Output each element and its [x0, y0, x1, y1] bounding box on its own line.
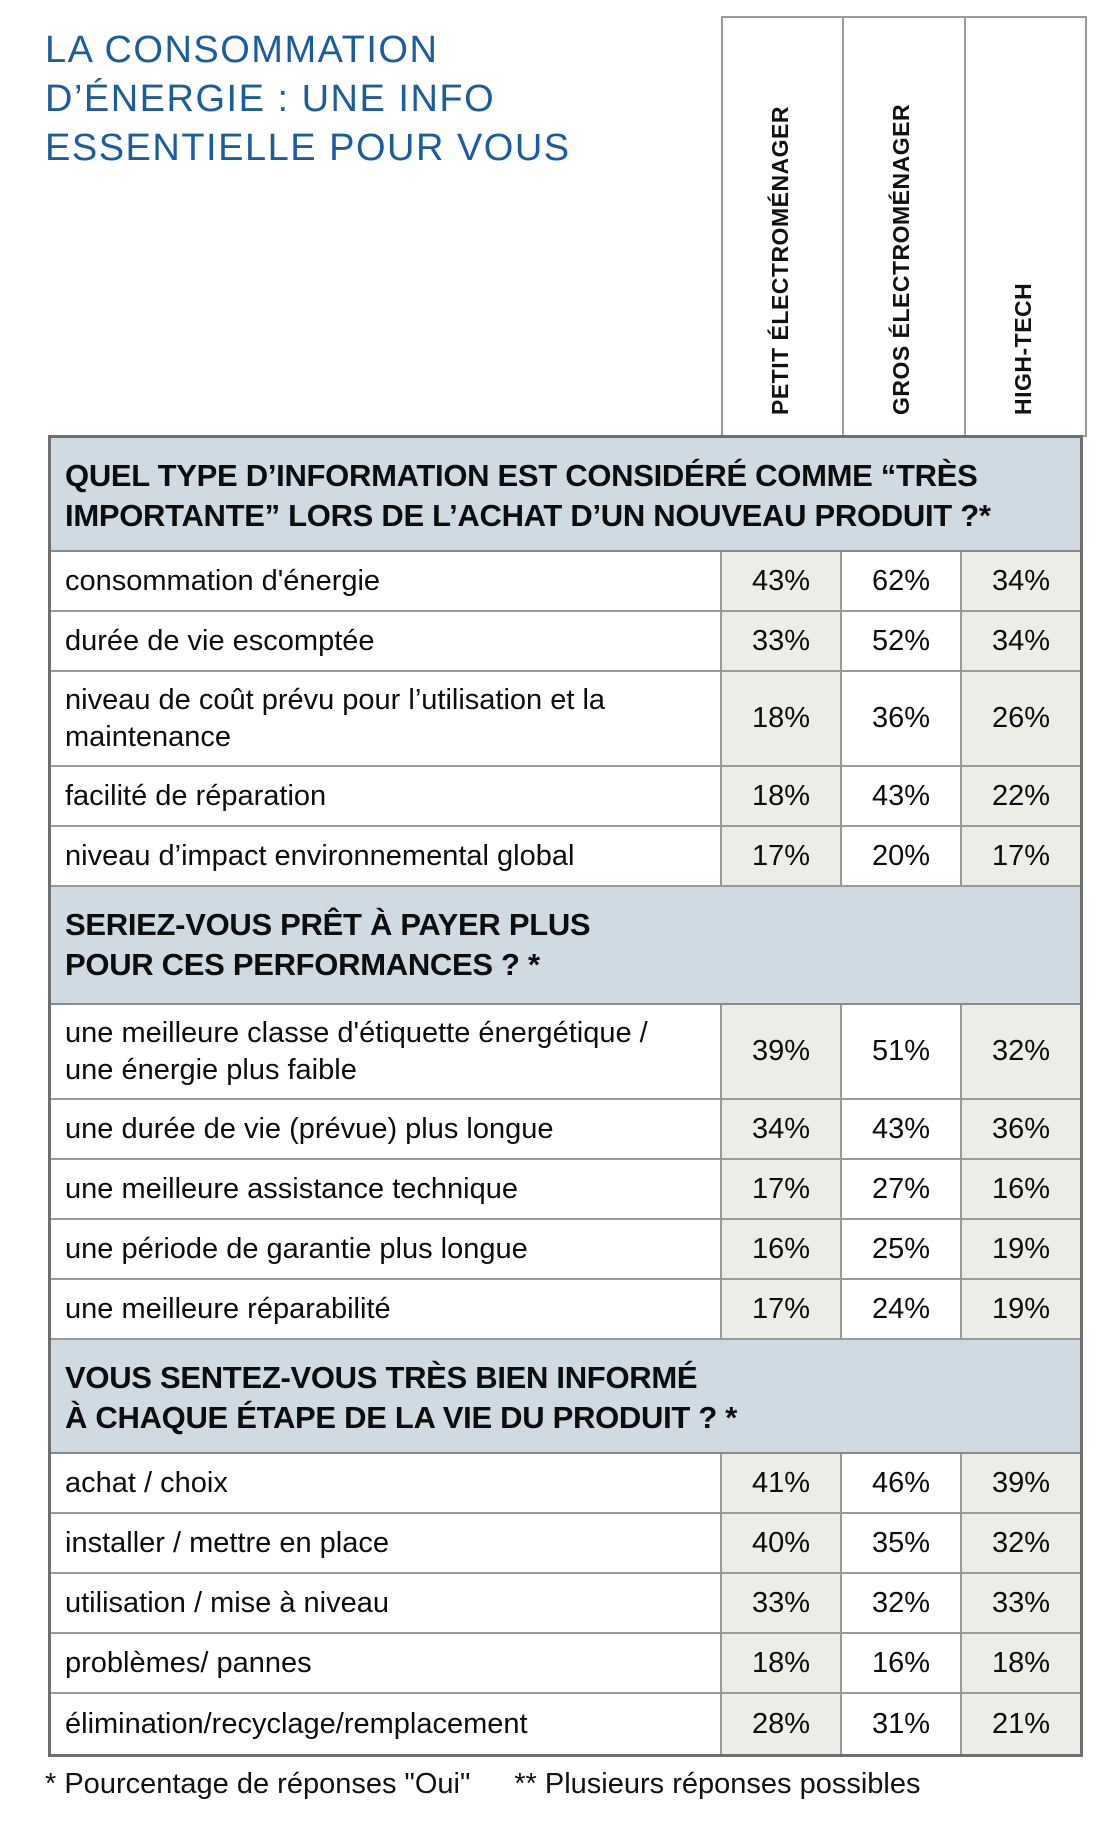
row-label: une durée de vie (prévue) plus longue	[51, 1100, 720, 1158]
value-petit: 39%	[720, 1005, 840, 1098]
table-row: consommation d'énergie 43% 62% 34%	[51, 552, 1080, 612]
column-header-label: PETIT ÉLECTROMÉNAGER	[767, 105, 793, 415]
value-petit: 41%	[720, 1454, 840, 1512]
column-header-gros-electromenager: GROS ÉLECTROMÉNAGER	[842, 18, 963, 435]
row-label: facilité de réparation	[51, 767, 720, 825]
value-hightech: 36%	[960, 1100, 1080, 1158]
value-petit: 34%	[720, 1100, 840, 1158]
value-hightech: 32%	[960, 1005, 1080, 1098]
value-petit: 17%	[720, 1160, 840, 1218]
value-gros: 27%	[840, 1160, 960, 1218]
value-hightech: 26%	[960, 672, 1080, 765]
table-row: utilisation / mise à niveau 33% 32% 33%	[51, 1574, 1080, 1634]
row-label: utilisation / mise à niveau	[51, 1574, 720, 1632]
value-gros: 16%	[840, 1634, 960, 1692]
value-gros: 25%	[840, 1220, 960, 1278]
value-petit: 17%	[720, 1280, 840, 1338]
value-hightech: 19%	[960, 1220, 1080, 1278]
table-row: une meilleure classe d'étiquette énergét…	[51, 1005, 1080, 1100]
value-hightech: 19%	[960, 1280, 1080, 1338]
value-gros: 43%	[840, 1100, 960, 1158]
value-hightech: 34%	[960, 552, 1080, 610]
row-label: achat / choix	[51, 1454, 720, 1512]
row-label: niveau d’impact environnemental global	[51, 827, 720, 885]
value-gros: 43%	[840, 767, 960, 825]
column-header-high-tech: HIGH-TECH	[963, 18, 1085, 435]
footnotes: * Pourcentage de réponses "Oui" ** Plusi…	[45, 1768, 1055, 1801]
table-row: une période de garantie plus longue 16% …	[51, 1220, 1080, 1280]
section-header: QUEL TYPE D’INFORMATION EST CONSIDÉRÉ CO…	[51, 438, 1080, 552]
table-row: élimination/recyclage/remplacement 28% 3…	[51, 1694, 1080, 1754]
value-gros: 32%	[840, 1574, 960, 1632]
column-headers: PETIT ÉLECTROMÉNAGER GROS ÉLECTROMÉNAGER…	[721, 16, 1087, 437]
value-petit: 43%	[720, 552, 840, 610]
row-label: durée de vie escomptée	[51, 612, 720, 670]
table-row: une meilleure assistance technique 17% 2…	[51, 1160, 1080, 1220]
row-label: consommation d'énergie	[51, 552, 720, 610]
table-row: facilité de réparation 18% 43% 22%	[51, 767, 1080, 827]
table-row: installer / mettre en place 40% 35% 32%	[51, 1514, 1080, 1574]
table-row: une durée de vie (prévue) plus longue 34…	[51, 1100, 1080, 1160]
row-label: élimination/recyclage/remplacement	[51, 1694, 720, 1754]
value-gros: 52%	[840, 612, 960, 670]
row-label: une période de garantie plus longue	[51, 1220, 720, 1278]
value-hightech: 17%	[960, 827, 1080, 885]
value-hightech: 21%	[960, 1694, 1080, 1754]
table-row: une meilleure réparabilité 17% 24% 19%	[51, 1280, 1080, 1340]
value-gros: 24%	[840, 1280, 960, 1338]
value-gros: 35%	[840, 1514, 960, 1572]
table-row: achat / choix 41% 46% 39%	[51, 1454, 1080, 1514]
footnote-reponses-multiples: ** Plusieurs réponses possibles	[514, 1768, 921, 1800]
value-petit: 18%	[720, 767, 840, 825]
value-gros: 36%	[840, 672, 960, 765]
value-petit: 33%	[720, 1574, 840, 1632]
footnote-oui: * Pourcentage de réponses "Oui"	[45, 1768, 471, 1800]
row-label: niveau de coût prévu pour l’utilisation …	[51, 672, 720, 765]
row-label: problèmes/ pannes	[51, 1634, 720, 1692]
section-header: SERIEZ-VOUS PRÊT À PAYER PLUS POUR CES P…	[51, 887, 1080, 1005]
value-hightech: 32%	[960, 1514, 1080, 1572]
value-petit: 28%	[720, 1694, 840, 1754]
row-label: installer / mettre en place	[51, 1514, 720, 1572]
value-hightech: 33%	[960, 1574, 1080, 1632]
value-gros: 51%	[840, 1005, 960, 1098]
table-row: durée de vie escomptée 33% 52% 34%	[51, 612, 1080, 672]
value-petit: 18%	[720, 1634, 840, 1692]
value-gros: 20%	[840, 827, 960, 885]
value-petit: 18%	[720, 672, 840, 765]
table-row: niveau d’impact environnemental global 1…	[51, 827, 1080, 887]
value-hightech: 18%	[960, 1634, 1080, 1692]
row-label: une meilleure assistance technique	[51, 1160, 720, 1218]
row-label: une meilleure réparabilité	[51, 1280, 720, 1338]
column-header-petit-electromenager: PETIT ÉLECTROMÉNAGER	[723, 18, 842, 435]
column-header-label: GROS ÉLECTROMÉNAGER	[888, 103, 915, 415]
value-hightech: 34%	[960, 612, 1080, 670]
section-payer-plus: SERIEZ-VOUS PRÊT À PAYER PLUS POUR CES P…	[51, 887, 1080, 1340]
value-gros: 31%	[840, 1694, 960, 1754]
value-petit: 16%	[720, 1220, 840, 1278]
row-label: une meilleure classe d'étiquette énergét…	[51, 1005, 720, 1098]
survey-table: QUEL TYPE D’INFORMATION EST CONSIDÉRÉ CO…	[48, 435, 1083, 1757]
page-title: LA CONSOMMATION D’ÉNERGIE : UNE INFO ESS…	[45, 29, 571, 169]
section-bien-informe: VOUS SENTEZ-VOUS TRÈS BIEN INFORMÉ À CHA…	[51, 1340, 1080, 1754]
section-information-importante: QUEL TYPE D’INFORMATION EST CONSIDÉRÉ CO…	[51, 438, 1080, 887]
value-petit: 33%	[720, 612, 840, 670]
value-petit: 17%	[720, 827, 840, 885]
value-gros: 62%	[840, 552, 960, 610]
value-gros: 46%	[840, 1454, 960, 1512]
value-hightech: 39%	[960, 1454, 1080, 1512]
value-petit: 40%	[720, 1514, 840, 1572]
table-row: problèmes/ pannes 18% 16% 18%	[51, 1634, 1080, 1694]
value-hightech: 16%	[960, 1160, 1080, 1218]
table-row: niveau de coût prévu pour l’utilisation …	[51, 672, 1080, 767]
section-header: VOUS SENTEZ-VOUS TRÈS BIEN INFORMÉ À CHA…	[51, 1340, 1080, 1454]
column-header-label: HIGH-TECH	[1009, 282, 1036, 415]
value-hightech: 22%	[960, 767, 1080, 825]
